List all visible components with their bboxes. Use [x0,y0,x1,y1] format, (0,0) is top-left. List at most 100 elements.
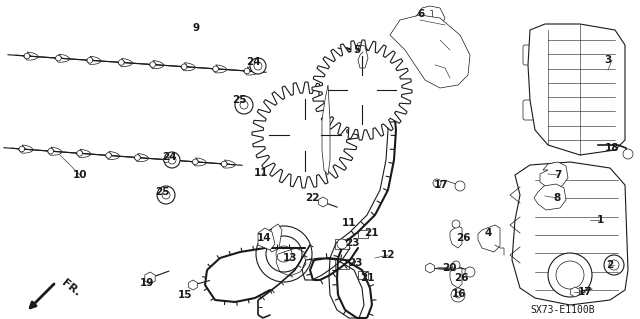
Text: 21: 21 [364,228,378,238]
Polygon shape [534,184,566,210]
Circle shape [289,119,321,151]
Circle shape [118,60,124,65]
Text: 19: 19 [140,278,154,288]
Text: 6: 6 [417,9,424,19]
Circle shape [452,261,460,269]
Polygon shape [258,228,275,250]
Polygon shape [145,272,155,284]
Text: 14: 14 [257,233,271,243]
Circle shape [19,146,24,152]
Text: 22: 22 [305,193,319,203]
Text: 8: 8 [554,193,561,203]
Circle shape [452,220,460,228]
Circle shape [548,253,592,297]
Text: 23: 23 [348,258,362,268]
Circle shape [164,152,180,168]
Text: 10: 10 [73,170,87,180]
Circle shape [150,62,156,67]
Circle shape [465,267,475,277]
Circle shape [556,261,584,289]
FancyBboxPatch shape [523,45,539,65]
Circle shape [266,236,302,272]
Text: 21: 21 [360,273,374,283]
Text: 24: 24 [246,57,260,67]
Polygon shape [450,226,462,248]
Circle shape [87,57,93,63]
Text: 4: 4 [484,228,492,238]
Circle shape [212,66,218,72]
Text: 15: 15 [178,290,192,300]
Text: 3: 3 [604,55,612,65]
Text: SX73-E1100B: SX73-E1100B [530,305,595,315]
Text: 13: 13 [283,253,297,263]
FancyBboxPatch shape [335,239,349,249]
Polygon shape [312,40,412,140]
Polygon shape [319,197,327,207]
Circle shape [451,288,465,302]
Polygon shape [450,266,462,288]
Circle shape [24,53,30,59]
Polygon shape [478,225,500,252]
Circle shape [604,255,624,275]
Circle shape [250,58,266,74]
FancyBboxPatch shape [358,230,368,238]
Text: 12: 12 [381,250,396,260]
Text: 16: 16 [452,289,467,299]
Circle shape [244,68,250,74]
Circle shape [609,260,619,270]
Text: 2: 2 [606,260,614,270]
Text: 25: 25 [155,187,169,197]
Polygon shape [528,24,625,155]
FancyBboxPatch shape [523,100,539,120]
Circle shape [276,246,292,262]
Circle shape [455,292,461,298]
Text: 24: 24 [162,152,176,162]
Circle shape [235,96,253,114]
Text: 7: 7 [554,170,562,180]
Polygon shape [426,263,435,273]
Text: 1: 1 [596,215,604,225]
Text: FR.: FR. [60,278,83,298]
Circle shape [157,186,175,204]
Circle shape [193,159,198,165]
Circle shape [77,151,83,156]
Circle shape [433,179,441,187]
Circle shape [240,101,248,109]
Circle shape [256,226,312,282]
Text: 11: 11 [253,168,268,178]
Text: 17: 17 [434,180,448,190]
Text: 17: 17 [578,287,592,297]
Polygon shape [571,287,579,297]
Text: 18: 18 [605,143,620,153]
Circle shape [56,56,61,61]
Polygon shape [268,224,282,252]
Text: 11: 11 [342,218,356,228]
Text: 26: 26 [456,233,470,243]
Circle shape [455,181,465,191]
FancyBboxPatch shape [335,259,349,269]
Text: 23: 23 [345,238,359,248]
Text: 9: 9 [193,23,200,33]
Circle shape [347,75,377,105]
Text: 25: 25 [232,95,246,105]
Polygon shape [390,15,470,88]
Circle shape [164,157,169,162]
Text: 20: 20 [442,263,456,273]
Polygon shape [540,162,568,188]
Circle shape [48,148,54,154]
Text: 5: 5 [353,45,360,55]
Circle shape [221,161,227,167]
Polygon shape [252,82,358,188]
FancyBboxPatch shape [358,271,368,279]
Circle shape [134,155,140,160]
Circle shape [337,239,347,249]
Circle shape [623,149,633,159]
Circle shape [254,62,262,70]
Circle shape [181,64,187,70]
Polygon shape [512,162,628,305]
Polygon shape [322,85,330,175]
Circle shape [168,156,176,164]
Text: 26: 26 [454,273,468,283]
Polygon shape [189,280,197,290]
Circle shape [106,152,111,158]
